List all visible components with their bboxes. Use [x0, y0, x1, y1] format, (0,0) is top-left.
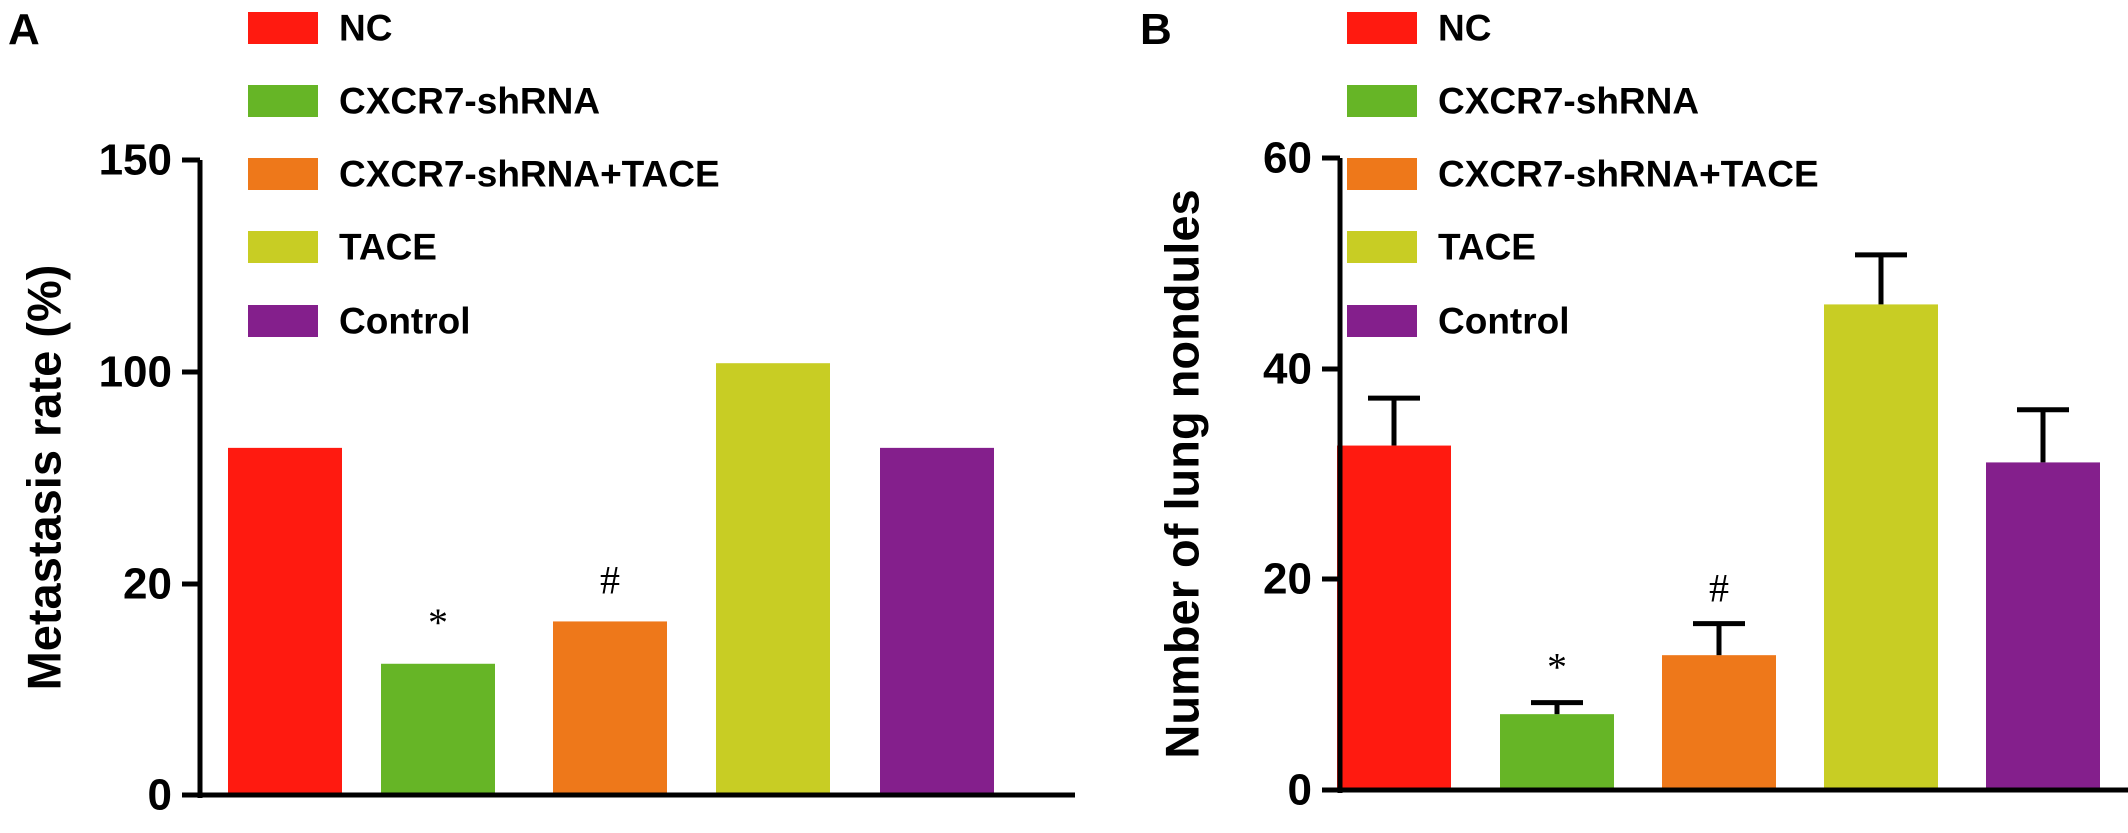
panel-label-b: B: [1140, 5, 1172, 54]
chart-panel-a: A Metastasis rate (%) * #150 100 20 0 NC CXCR7-s…: [8, 5, 1075, 820]
legend-label: NC: [1438, 8, 1491, 49]
legend-swatch: [1347, 305, 1417, 337]
legend-swatch: [248, 12, 318, 44]
bar-tace: [1824, 304, 1938, 790]
bar-control: [880, 447, 994, 795]
significance-mark: #: [600, 557, 620, 602]
bar-cxcr7-shrna: [1500, 714, 1614, 790]
y-tick-label: 20: [1263, 555, 1312, 604]
legend-label: TACE: [339, 227, 437, 268]
y-tick-label: 20: [123, 560, 172, 609]
significance-mark: *: [428, 600, 448, 645]
legend-swatch: [248, 158, 318, 190]
legend-swatch: [248, 305, 318, 337]
bar-cxcr7-shrna: [381, 663, 495, 795]
legend-swatch: [1347, 231, 1417, 263]
significance-mark: *: [1547, 645, 1567, 690]
legend-swatch: [1347, 85, 1417, 117]
legend-label: CXCR7-shRNA+TACE: [1438, 154, 1819, 195]
chart-panel-b: B Number of lung nondules * #60 40 20 0 NC CXCR7…: [1140, 5, 2128, 815]
legend-label: TACE: [1438, 227, 1536, 268]
legend-label: NC: [339, 8, 392, 49]
legend-label: CXCR7-shRNA: [1438, 81, 1699, 122]
y-tick-label: 150: [99, 136, 172, 185]
y-axis-label: Number of lung nondules: [1155, 189, 1208, 758]
legend-swatch: [248, 85, 318, 117]
bar-nc: [1337, 445, 1451, 790]
legend-label: Control: [1438, 301, 1570, 342]
legend-swatch: [1347, 158, 1417, 190]
y-tick-label: 0: [148, 771, 172, 820]
y-tick-label: 60: [1263, 134, 1312, 183]
bar-control: [1986, 462, 2100, 790]
legend-label: Control: [339, 301, 471, 342]
legend-swatch: [248, 231, 318, 263]
legend-label: CXCR7-shRNA+TACE: [339, 154, 720, 195]
y-tick-label: 40: [1263, 345, 1312, 394]
bar-tace: [716, 363, 830, 795]
bar-nc: [228, 447, 342, 795]
y-tick-label: 100: [99, 348, 172, 397]
legend-swatch: [1347, 12, 1417, 44]
bar-cxcr7-shrna-tace: [553, 621, 667, 795]
y-axis-label: Metastasis rate (%): [17, 265, 70, 691]
significance-mark: #: [1709, 566, 1729, 611]
panel-label-a: A: [8, 5, 40, 54]
bar-cxcr7-shrna-tace: [1662, 655, 1776, 790]
legend-label: CXCR7-shRNA: [339, 81, 600, 122]
y-tick-label: 0: [1288, 766, 1312, 815]
